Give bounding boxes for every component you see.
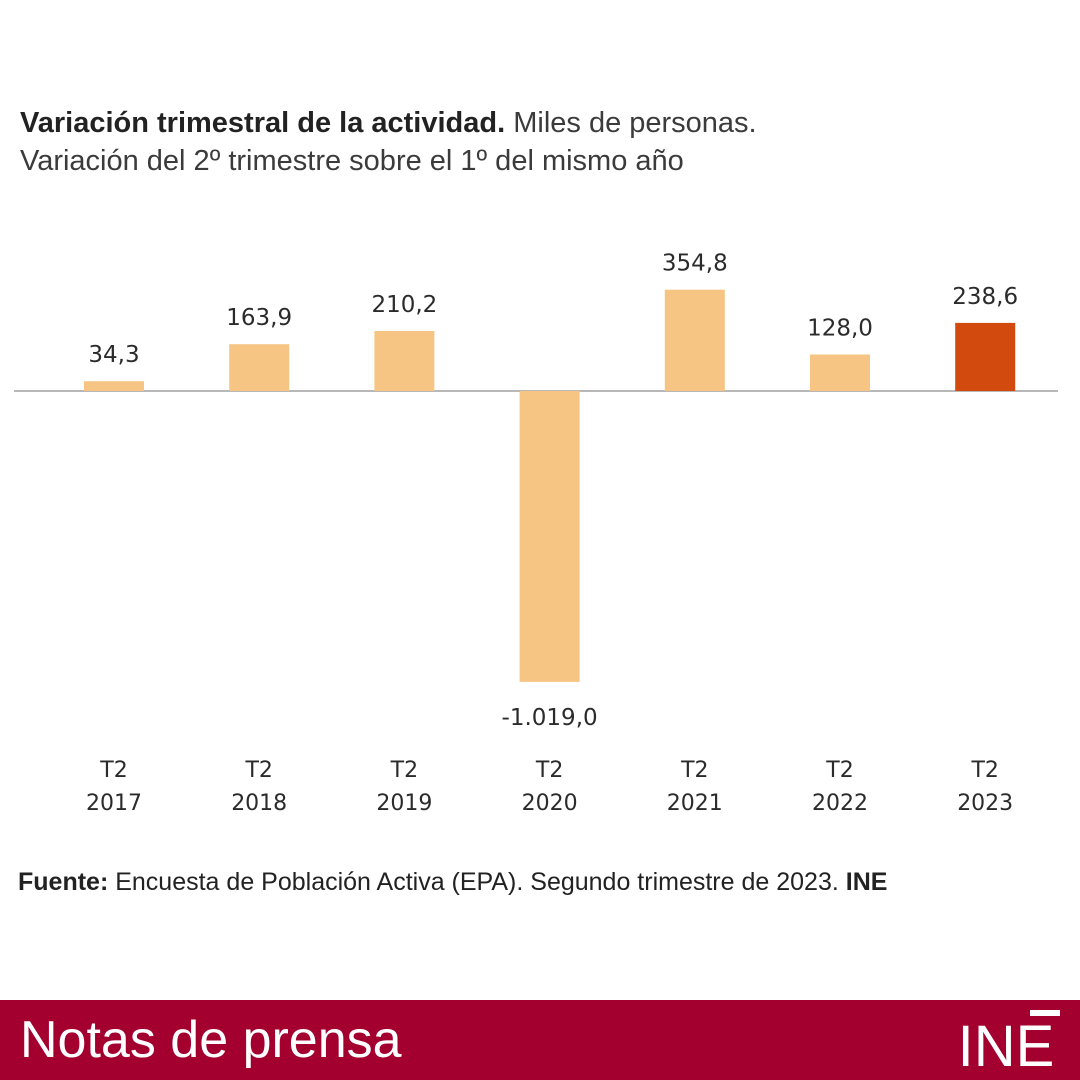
x-tick-year-2020: 2020 — [522, 791, 578, 816]
value-label-2019: 210,2 — [371, 292, 437, 318]
bar-2019 — [374, 331, 435, 391]
bar-2022 — [810, 354, 870, 391]
ine-logo-text: INE — [958, 1014, 1055, 1076]
bar-2023 — [955, 322, 1016, 391]
x-tick-year-2021: 2021 — [667, 791, 723, 816]
x-tick-year-2023: 2023 — [957, 791, 1013, 816]
source-text: Encuesta de Población Activa (EPA). Segu… — [108, 868, 846, 896]
x-axis-tick-labels: T2 2017 T2 2018 T2 2019 T2 2020 T2 2021 T2 2022 T2 20… — [86, 758, 1013, 816]
source-org: INE — [845, 868, 888, 896]
footer-bar: Notas de prensa INE — [0, 1000, 1080, 1080]
x-tick-quarter-2017: T2 — [99, 758, 127, 783]
source-note: Fuente: Encuesta de Población Activa (EP… — [18, 868, 887, 897]
x-tick-quarter-2020: T2 — [535, 758, 563, 783]
value-label-2020: -1.019,0 — [502, 705, 598, 731]
value-label-2018: 163,9 — [226, 305, 292, 331]
bar-2020 — [519, 391, 580, 682]
ine-logo-macron — [1030, 1010, 1060, 1016]
x-tick-year-2019: 2019 — [376, 791, 432, 816]
x-tick-quarter-2023: T2 — [970, 758, 998, 783]
value-label-2017: 34,3 — [88, 342, 139, 368]
bar-series — [84, 289, 1016, 682]
chart-subtitle: Variación del 2º trimestre sobre el 1º d… — [20, 145, 684, 177]
bar-2018 — [229, 344, 290, 391]
x-tick-year-2022: 2022 — [812, 791, 868, 816]
x-tick-quarter-2019: T2 — [390, 758, 418, 783]
footer-label: Notas de prensa — [20, 1011, 402, 1069]
bar-2017 — [84, 381, 144, 391]
source-label: Fuente: — [18, 868, 109, 896]
chart-title-rest: Miles de personas. — [505, 107, 757, 139]
x-tick-quarter-2022: T2 — [825, 758, 853, 783]
value-labels: 34,3 163,9 210,2 -1.019,0 354,8 128,0 238,6 — [88, 251, 1018, 731]
value-label-2022: 128,0 — [807, 316, 873, 342]
value-label-2023: 238,6 — [952, 284, 1018, 310]
chart-header: Variación trimestral de la actividad. Mi… — [20, 104, 757, 180]
x-tick-quarter-2021: T2 — [680, 758, 708, 783]
ine-logo: INE — [958, 1010, 1060, 1076]
x-tick-quarter-2018: T2 — [244, 758, 272, 783]
chart-title: Variación trimestral de la actividad. Mi… — [20, 104, 757, 142]
value-label-2021: 354,8 — [662, 251, 728, 277]
bar-2021 — [664, 289, 725, 391]
chart-title-bold: Variación trimestral de la actividad. — [20, 107, 506, 139]
x-tick-year-2018: 2018 — [231, 791, 287, 816]
x-tick-year-2017: 2017 — [86, 791, 142, 816]
